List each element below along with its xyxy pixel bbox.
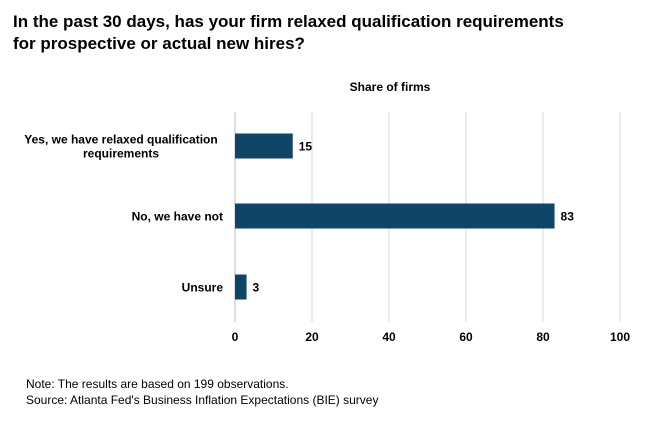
category-label: No, we have not: [132, 210, 223, 224]
x-tick-label: 0: [232, 330, 239, 344]
source-text: Source: Atlanta Fed's Business Inflation…: [26, 393, 379, 407]
category-labels: Yes, we have relaxed qualification requir…: [24, 133, 223, 295]
note-text: Note: The results are based on 199 obser…: [26, 377, 289, 391]
chart-title-line-2: for prospective or actual new hires?: [13, 34, 305, 53]
x-tick-label: 60: [459, 330, 473, 344]
category-label-line: Unsure: [182, 281, 224, 295]
x-tick-label: 80: [536, 330, 550, 344]
category-label-line: requirements: [83, 147, 159, 161]
bar: [235, 274, 247, 300]
data-label: 83: [561, 210, 575, 224]
data-labels: 15 83 3: [253, 140, 575, 295]
chart-title: In the past 30 days, has your firm relax…: [13, 11, 633, 55]
chart-notes: Note: The results are based on 199 obser…: [26, 376, 378, 408]
category-label: Unsure: [182, 281, 224, 295]
x-tick-label: 100: [610, 330, 630, 344]
x-axis-title: Share of firms: [350, 80, 431, 94]
x-tick-label: 20: [305, 330, 319, 344]
data-label: 3: [253, 281, 260, 295]
x-axis-ticks: 0 20 40 60 80 100: [232, 330, 631, 344]
category-label-line: No, we have not: [132, 210, 223, 224]
category-label: Yes, we have relaxed qualification requir…: [24, 133, 217, 161]
x-tick-label: 40: [382, 330, 396, 344]
data-label: 15: [299, 140, 313, 154]
bars: [235, 133, 555, 300]
category-label-line: Yes, we have relaxed qualification: [24, 133, 217, 147]
bar: [235, 203, 555, 229]
bar: [235, 133, 293, 159]
chart-title-line-1: In the past 30 days, has your firm relax…: [13, 12, 564, 31]
